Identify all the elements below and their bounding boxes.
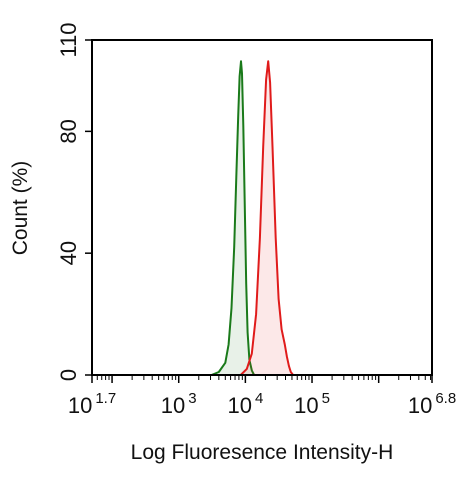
series-2-line xyxy=(239,60,294,376)
y-tick-label: 110 xyxy=(56,22,81,57)
plot-series xyxy=(211,60,294,376)
series-2-area xyxy=(240,61,294,376)
x-tick-label: 10 3 xyxy=(161,390,197,418)
x-tick-label: 10 6.8 xyxy=(408,390,456,418)
x-tick-label: 10 1.7 xyxy=(68,390,116,418)
y-axis-title: Count (%) xyxy=(9,161,32,256)
x-tick-label: 10 4 xyxy=(227,390,263,418)
plot-frame xyxy=(91,39,433,376)
x-tick-label: 10 5 xyxy=(294,390,330,418)
y-tick-label: 40 xyxy=(56,241,81,265)
y-tick-label: 80 xyxy=(56,119,81,143)
x-axis-ticks: 10 1.7 10 3 10 4 10 5 10 6.8 xyxy=(68,375,456,418)
series-1-line xyxy=(211,60,255,376)
y-axis-ticks: 0 40 80 110 xyxy=(56,22,92,381)
x-axis-title: Log Fluoresence Intensity-H xyxy=(131,441,394,464)
y-tick-label: 0 xyxy=(56,369,81,381)
